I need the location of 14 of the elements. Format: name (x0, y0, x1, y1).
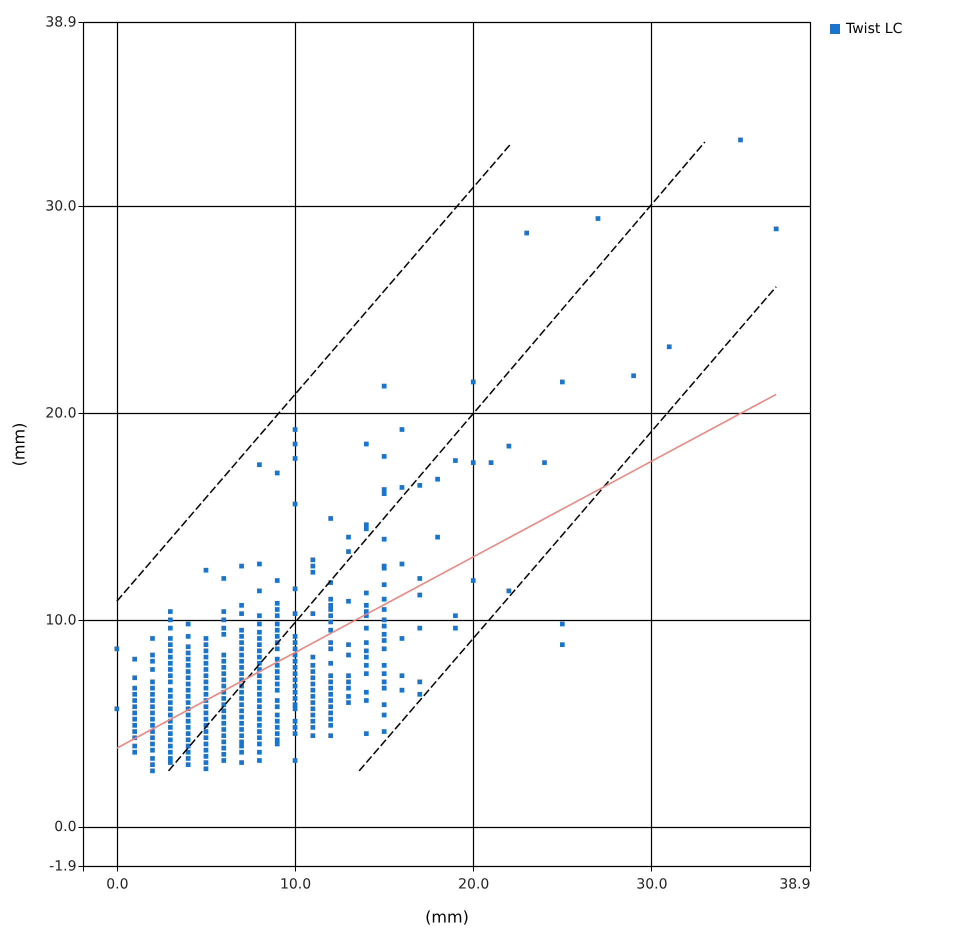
x-tick-label: 0.0 (106, 876, 128, 892)
x-tick-label: 38.9 (779, 876, 810, 892)
y-tick-label: 10.0 (45, 612, 76, 628)
x-axis-title: (mm) (425, 908, 469, 926)
y-axis-title: (mm) (9, 422, 28, 466)
x-tick-label: 20.0 (458, 876, 490, 892)
legend-label: Twist LC (845, 21, 903, 37)
y-tick-label: 20.0 (45, 405, 76, 422)
y-tick-label: 30.0 (45, 198, 76, 215)
x-tick-label: 30.0 (636, 876, 668, 892)
y-tick-label: -1.9 (49, 858, 76, 874)
x-tick-label: 10.0 (280, 876, 312, 892)
y-tick-label: 0.0 (54, 819, 76, 836)
y-tick-label: 38.9 (45, 14, 76, 30)
